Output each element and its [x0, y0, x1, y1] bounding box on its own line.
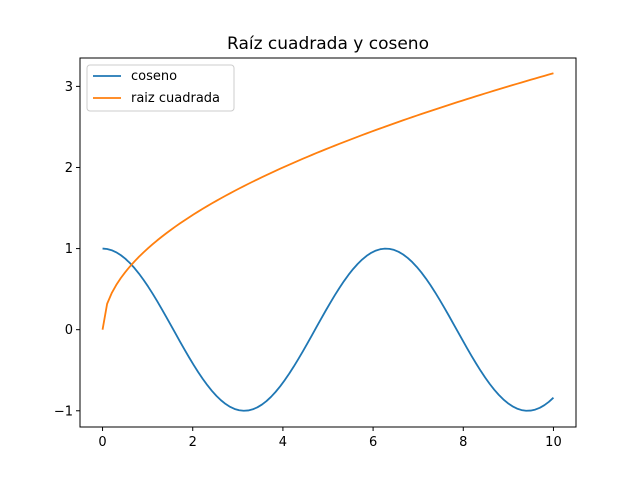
y-tick-label: 1: [65, 242, 73, 257]
x-tick-label: 6: [369, 435, 377, 450]
series-layer: [101, 72, 555, 412]
legend-box: [86, 64, 235, 112]
x-tick-label: 10: [545, 435, 562, 450]
y-tick-label: −1: [54, 404, 73, 419]
x-tick-label: 2: [189, 435, 197, 450]
legend: coseno raiz cuadrada: [86, 64, 235, 112]
x-tick-label: 4: [279, 435, 287, 450]
chart-title: Raíz cuadrada y coseno: [227, 34, 429, 54]
series-line-raiz-cuadrada: [101, 72, 554, 330]
x-tick-label: 0: [98, 435, 106, 450]
plot-frame: [79, 57, 577, 428]
plot-area: [79, 57, 577, 428]
legend-label-coseno: coseno: [131, 69, 177, 84]
plot-background: [80, 58, 576, 427]
x-tick-label: 8: [459, 435, 467, 450]
y-axis: −1 0 1 2 3: [54, 80, 80, 419]
x-axis: 0 2 4 6 8 10: [98, 427, 562, 450]
y-tick-label: 2: [65, 161, 73, 176]
series-line-coseno: [102, 247, 555, 412]
y-tick-label: 0: [65, 323, 73, 338]
y-tick-label: 3: [65, 80, 73, 95]
legend-label-raiz-cuadrada: raiz cuadrada: [131, 91, 220, 106]
